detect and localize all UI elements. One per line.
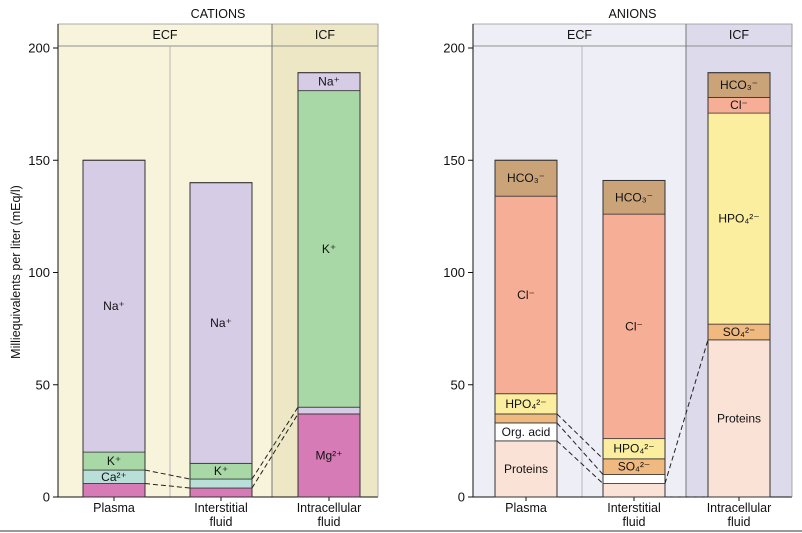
- segment-label: Na⁺: [103, 299, 125, 313]
- connector-line: [556, 422, 604, 475]
- y-axis-label: Milliequivalents per liter (mEq/l): [9, 185, 23, 359]
- segment-label: HCO₃⁻: [720, 78, 758, 92]
- segment-label: K⁺: [322, 242, 336, 256]
- segment-label: Ca²⁺: [101, 470, 127, 484]
- y-tick-label: 200: [28, 41, 50, 56]
- category-label: fluid: [210, 515, 233, 529]
- bar-segment: [707, 72, 771, 98]
- segment-label: K⁺: [107, 454, 121, 468]
- category-label: fluid: [318, 515, 341, 529]
- segment-label: HPO₄²⁻: [505, 397, 546, 411]
- bar-segment: [707, 339, 771, 498]
- y-tick-label: 150: [443, 153, 465, 168]
- bar-outline: [189, 182, 253, 498]
- segment-label: K⁺: [214, 464, 228, 478]
- y-tick-label: 0: [458, 490, 465, 505]
- cations-panel: ECF ICF CATIONS 0 50 100 150 200 Plasma Interstit…: [28, 7, 379, 529]
- category-label: Intracellular: [707, 501, 772, 515]
- segment-label: Cl⁻: [625, 319, 643, 333]
- bar-segment: [602, 483, 666, 498]
- connector-line: [556, 413, 604, 460]
- bar-outline: [494, 159, 558, 498]
- y-tick-label: 200: [443, 41, 465, 56]
- category-label: Plasma: [505, 501, 547, 515]
- bar-1: [189, 182, 253, 498]
- connector-line: [251, 413, 299, 489]
- bar-outline: [297, 72, 361, 498]
- bar-segment: [189, 478, 253, 489]
- region-label-ecf: ECF: [567, 28, 592, 42]
- segment-label: HCO₃⁻: [615, 190, 653, 204]
- y-tick-label: 150: [28, 153, 50, 168]
- segment-label: HPO₄²⁻: [718, 212, 759, 226]
- segment-label: Proteins: [504, 462, 548, 476]
- segment-label: SO₄²⁻: [723, 325, 756, 339]
- bar-segment: [297, 406, 361, 415]
- category-label: Intracellular: [297, 501, 362, 515]
- segment-label: Na⁺: [210, 316, 232, 330]
- category-label: fluid: [623, 515, 646, 529]
- bar-0: [494, 159, 558, 498]
- segment-label: Na⁺: [318, 75, 340, 89]
- bar-0: [82, 159, 146, 498]
- segment-label: Org. acid: [502, 425, 551, 439]
- connector-line: [664, 339, 709, 484]
- segment-label: HPO₄²⁻: [613, 442, 654, 456]
- bar-outline: [82, 159, 146, 498]
- category-label: fluid: [728, 515, 751, 529]
- bar-segment: [602, 180, 666, 215]
- category-label: Interstitial: [194, 501, 248, 515]
- region-label-ecf: ECF: [153, 28, 178, 42]
- segment-label: Proteins: [717, 411, 761, 425]
- segment-label: HCO₃⁻: [507, 171, 545, 185]
- panel-title: ANIONS: [609, 7, 657, 21]
- anions-panel: ECF ICF ANIONS 0 50 100 150 200 Plasma Interstiti…: [443, 7, 793, 529]
- segment-label: Cl⁻: [517, 288, 535, 302]
- connector-line: [251, 406, 299, 480]
- bar-1: [602, 179, 666, 498]
- bar-segment: [189, 487, 253, 498]
- bar-2: [707, 72, 771, 498]
- region-label-icf: ICF: [729, 28, 750, 42]
- y-tick-label: 50: [36, 377, 50, 392]
- y-tick-label: 50: [451, 377, 465, 392]
- y-tick-label: 100: [443, 265, 465, 280]
- bar-segment: [602, 474, 666, 484]
- bar-segment: [494, 413, 558, 424]
- category-label: Plasma: [93, 501, 135, 515]
- segment-label: Cl⁻: [730, 98, 748, 112]
- region-label-icf: ICF: [315, 28, 336, 42]
- bar-outline: [707, 72, 771, 498]
- connector-line: [556, 440, 604, 484]
- bar-segment: [494, 195, 558, 395]
- y-tick-label: 100: [28, 265, 50, 280]
- bar-segment: [494, 440, 558, 498]
- y-tick-label: 0: [43, 490, 50, 505]
- segment-label: Mg²⁺: [316, 448, 343, 462]
- bar-segment: [297, 90, 361, 408]
- bar-2: [297, 72, 361, 498]
- bar-segment: [602, 213, 666, 440]
- bar-segment: [189, 182, 253, 464]
- category-label: Interstitial: [607, 501, 661, 515]
- segment-label: SO₄²⁻: [618, 460, 651, 474]
- bar-outline: [602, 179, 666, 498]
- bar-segment: [82, 483, 146, 498]
- panel-title: CATIONS: [191, 7, 246, 21]
